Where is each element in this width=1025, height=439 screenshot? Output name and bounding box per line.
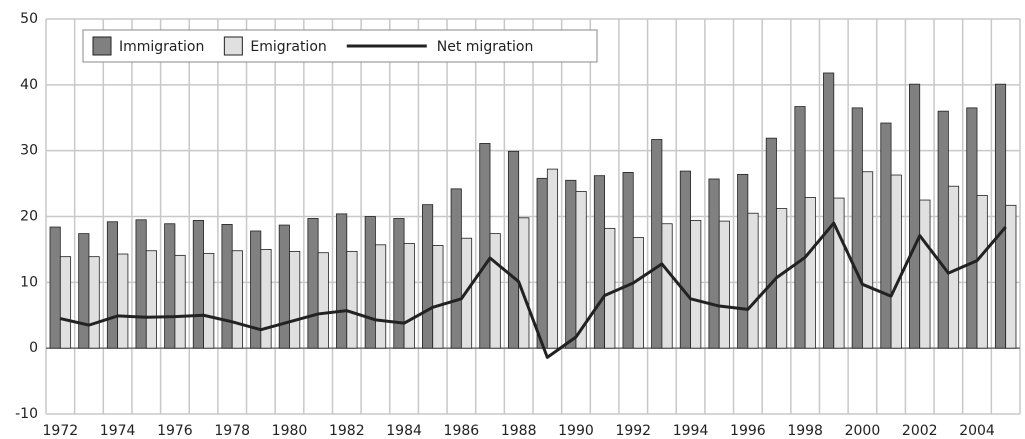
bar <box>289 250 301 349</box>
bar <box>765 137 777 349</box>
legend-swatch <box>92 36 112 56</box>
x-tick-label: 1976 <box>157 423 193 439</box>
bar <box>364 216 376 349</box>
bar <box>88 256 100 349</box>
bar <box>489 233 501 349</box>
bar <box>718 220 730 349</box>
bar <box>78 233 90 349</box>
x-tick-label: 1998 <box>787 423 823 439</box>
bar <box>307 218 319 349</box>
bar <box>49 226 61 349</box>
bar <box>976 195 988 349</box>
bar <box>937 110 949 349</box>
bar <box>1005 204 1017 349</box>
y-tick-label: 10 <box>20 274 38 290</box>
legend-label: Net migration <box>437 39 534 55</box>
bar <box>135 219 147 349</box>
bar <box>593 175 606 349</box>
bar <box>690 220 702 349</box>
x-tick-label: 2004 <box>959 423 995 439</box>
x-tick-label: 1972 <box>43 423 79 439</box>
bar <box>59 256 72 349</box>
bar <box>794 106 806 349</box>
bar <box>174 254 186 349</box>
bar <box>632 237 644 349</box>
bar <box>823 72 835 349</box>
bar <box>622 171 634 349</box>
bar <box>317 252 329 349</box>
bar <box>422 204 434 349</box>
bar <box>947 185 960 349</box>
bar <box>919 199 931 349</box>
bar <box>278 224 290 349</box>
bar <box>536 177 548 349</box>
bar <box>851 107 863 349</box>
bar <box>804 197 816 349</box>
bar <box>203 252 215 349</box>
bar <box>145 250 157 349</box>
bar <box>565 179 577 349</box>
bar <box>604 227 616 349</box>
bar <box>221 223 233 349</box>
x-tick-label: 1974 <box>100 423 136 439</box>
bar <box>106 221 119 349</box>
bar <box>833 197 845 349</box>
y-tick-label: 50 <box>20 11 38 27</box>
bar <box>336 213 348 349</box>
bar <box>708 178 720 349</box>
bar <box>164 223 176 349</box>
bar <box>890 174 902 349</box>
x-tick-label: 1980 <box>272 423 308 439</box>
y-tick-label: 20 <box>20 209 38 225</box>
x-tick-label: 1988 <box>501 423 537 439</box>
x-tick-label: 2002 <box>902 423 938 439</box>
x-tick-label: 1984 <box>386 423 422 439</box>
y-tick-label: 30 <box>20 143 38 159</box>
x-tick-label: 1992 <box>615 423 651 439</box>
bar <box>346 250 358 349</box>
x-tick-label: 1990 <box>558 423 594 439</box>
bar <box>651 139 663 349</box>
y-tick-label: 40 <box>20 77 38 93</box>
legend-label: Emigration <box>250 39 326 55</box>
bar <box>661 223 673 349</box>
bar <box>880 122 892 349</box>
y-tick-label: -10 <box>15 406 38 422</box>
bar <box>546 168 559 349</box>
x-tick-label: 1996 <box>730 423 766 439</box>
y-tick-label: 0 <box>29 340 38 356</box>
bar <box>117 253 129 349</box>
x-tick-label: 2000 <box>845 423 881 439</box>
bar <box>737 173 749 349</box>
bar <box>375 244 387 349</box>
bar <box>479 143 491 349</box>
bar <box>507 150 520 349</box>
bar <box>862 171 874 349</box>
bar <box>403 243 415 349</box>
legend-box <box>82 29 598 63</box>
bar <box>994 83 1007 349</box>
legend-swatch <box>223 36 243 56</box>
bar <box>450 188 462 349</box>
bar <box>966 107 978 349</box>
x-tick-label: 1978 <box>214 423 250 439</box>
x-tick-label: 1986 <box>444 423 480 439</box>
bar <box>679 170 691 349</box>
bar <box>231 250 243 349</box>
bar <box>192 220 204 349</box>
bar <box>432 245 444 349</box>
bar <box>909 83 921 349</box>
legend-label: Immigration <box>119 39 204 55</box>
bar <box>260 249 272 349</box>
line <box>59 221 1007 359</box>
bar <box>747 212 759 349</box>
bar <box>575 191 587 349</box>
x-tick-label: 1994 <box>673 423 709 439</box>
bar <box>393 218 405 349</box>
x-tick-label: 1982 <box>329 423 365 439</box>
